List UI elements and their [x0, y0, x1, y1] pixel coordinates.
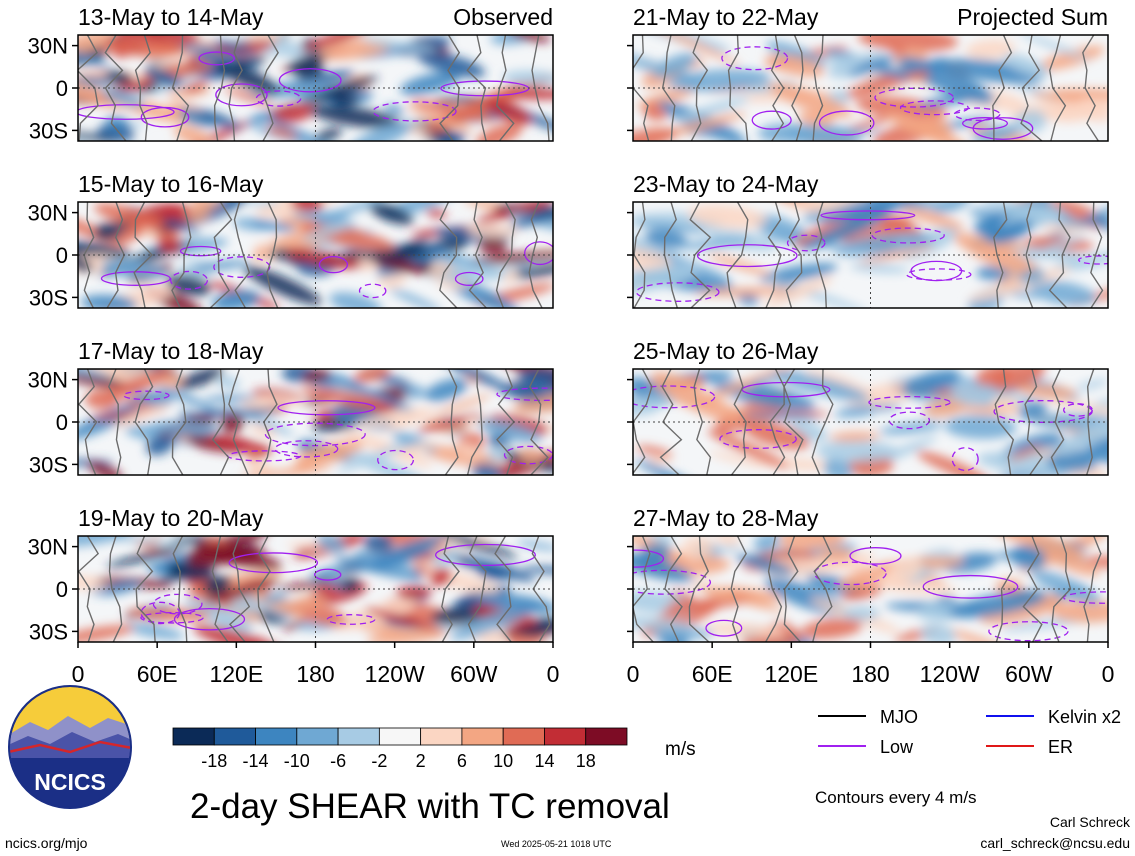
colorbar-swatch	[461, 727, 504, 746]
panel-date-range: 25-May to 26-May	[633, 338, 819, 364]
map-panel: 25-May to 26-May	[627, 338, 1109, 476]
lat-tick-label: 0	[56, 243, 68, 268]
panel-date-range: 23-May to 24-May	[633, 171, 819, 197]
colorbar-tick-label: 14	[534, 751, 554, 771]
legend-label: Low	[880, 737, 914, 757]
colorbar-tick-label: 18	[576, 751, 596, 771]
colorbar-swatch	[544, 727, 587, 746]
shear-field	[78, 369, 553, 475]
lon-tick-label: 0	[547, 661, 560, 687]
colorbar-tick-label: 10	[493, 751, 513, 771]
lat-tick-label: 0	[56, 76, 68, 101]
ncics-logo: NCICS	[8, 685, 132, 809]
lat-tick-label: 0	[56, 577, 68, 602]
lat-tick-label: 30N	[28, 201, 68, 226]
colorbar-tick-label: 6	[457, 751, 467, 771]
lon-tick-label: 0	[1102, 661, 1115, 687]
panel-date-range: 15-May to 16-May	[78, 171, 264, 197]
colorbar-swatch	[213, 727, 256, 746]
logo-text: NCICS	[34, 769, 106, 795]
panel-date-range: 13-May to 14-May	[78, 4, 264, 30]
lat-tick-label: 30S	[29, 118, 68, 143]
lon-tick-label: 120W	[920, 661, 980, 687]
shear-field	[633, 369, 1108, 475]
lon-tick-label: 60W	[1005, 661, 1053, 687]
lon-tick-label: 180	[296, 661, 334, 687]
colorbar-tick-label: -10	[284, 751, 310, 771]
shear-field	[633, 35, 1108, 141]
lon-tick-label: 120E	[209, 661, 263, 687]
colorbar-units: m/s	[665, 739, 696, 760]
colorbar-swatch	[420, 727, 463, 746]
shear-field	[78, 536, 553, 642]
map-panel: 13-May to 14-May Observed	[72, 4, 554, 142]
colorbar-swatch	[502, 727, 545, 746]
colorbar-swatch	[296, 727, 339, 746]
contour-note: Contours every 4 m/s	[815, 788, 977, 807]
lon-tick-label: 120E	[764, 661, 818, 687]
colorbar-tick-label: -18	[201, 751, 227, 771]
map-panel: 23-May to 24-May	[627, 171, 1109, 309]
map-panel: 19-May to 20-May	[72, 505, 554, 648]
author-name: Carl Schreck	[1050, 814, 1131, 830]
panel-date-range: 27-May to 28-May	[633, 505, 819, 531]
map-panel: 17-May to 18-May	[72, 338, 554, 476]
lat-tick-label: 30N	[28, 34, 68, 59]
colorbar: -18 -14 -10 -6 -2 2 6 10 14 18	[172, 727, 628, 771]
figure-title: 2-day SHEAR with TC removal	[190, 787, 670, 826]
line-legend: MJO Kelvin x2 Low ER	[818, 707, 1121, 757]
colorbar-tick-label: -2	[371, 751, 387, 771]
lon-tick-label: 60E	[692, 661, 733, 687]
legend-label: MJO	[880, 707, 918, 727]
source-url[interactable]: ncics.org/mjo	[5, 835, 88, 851]
colorbar-swatch	[378, 727, 422, 746]
lat-tick-label: 30S	[29, 285, 68, 310]
shear-field	[633, 536, 1108, 642]
map-panel: 21-May to 22-May Projected Sum	[627, 4, 1109, 142]
panel-date-range: 19-May to 20-May	[78, 505, 264, 531]
lat-tick-label: 30N	[28, 535, 68, 560]
map-panel: 27-May to 28-May	[627, 505, 1109, 648]
panel-date-range: 21-May to 22-May	[633, 4, 819, 30]
colorbar-swatch	[337, 727, 380, 746]
colorbar-swatch	[172, 727, 215, 746]
lon-tick-label: 0	[627, 661, 640, 687]
shear-field	[78, 35, 553, 141]
lon-tick-label: 180	[851, 661, 889, 687]
legend-label: Kelvin x2	[1048, 707, 1121, 727]
lon-tick-label: 120W	[365, 661, 425, 687]
lat-tick-label: 0	[56, 410, 68, 435]
lat-tick-label: 30S	[29, 452, 68, 477]
shear-field	[78, 202, 553, 308]
lon-tick-label: 60E	[137, 661, 178, 687]
timestamp: Wed 2025-05-21 1018 UTC	[501, 839, 612, 849]
colorbar-tick-label: -6	[330, 751, 346, 771]
colorbar-swatch	[255, 727, 298, 746]
panel-tag: Observed	[453, 4, 553, 30]
colorbar-tick-label: -14	[243, 751, 269, 771]
map-panel: 15-May to 16-May	[72, 171, 554, 309]
lon-tick-label: 0	[72, 661, 85, 687]
lon-tick-label: 60W	[450, 661, 498, 687]
legend-label: ER	[1048, 737, 1073, 757]
colorbar-swatch	[585, 727, 628, 746]
panel-tag: Projected Sum	[957, 4, 1108, 30]
colorbar-tick-label: 2	[416, 751, 426, 771]
author-email[interactable]: carl_schreck@ncsu.edu	[980, 835, 1130, 851]
lat-tick-label: 30N	[28, 368, 68, 393]
panel-date-range: 17-May to 18-May	[78, 338, 264, 364]
lat-tick-label: 30S	[29, 619, 68, 644]
shear-field	[633, 202, 1108, 308]
